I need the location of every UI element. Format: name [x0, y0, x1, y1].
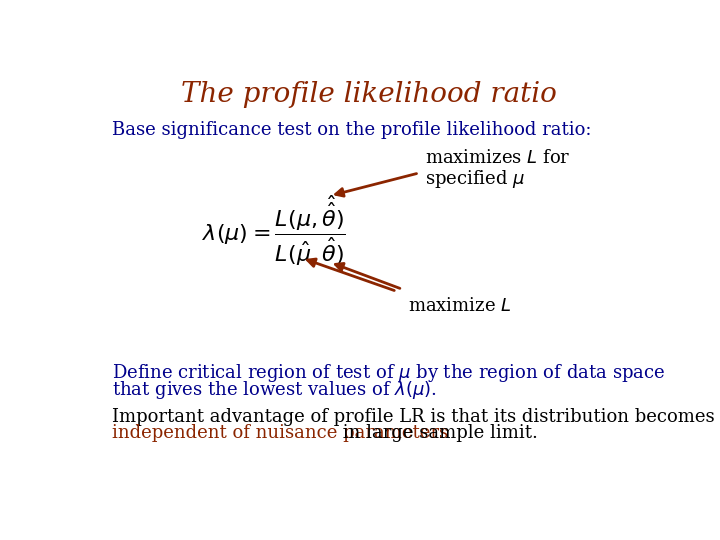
Text: independent of nuisance parameters: independent of nuisance parameters	[112, 424, 449, 442]
Text: Important advantage of profile LR is that its distribution becomes: Important advantage of profile LR is tha…	[112, 408, 715, 426]
Text: $\lambda(\mu) = \dfrac{L(\mu,\hat{\hat{\theta}})}{L(\hat{\mu},\hat{\theta})}$: $\lambda(\mu) = \dfrac{L(\mu,\hat{\hat{\…	[202, 194, 346, 268]
Text: specified $\mu$: specified $\mu$	[425, 168, 525, 190]
Text: that gives the lowest values of $\lambda(\mu)$.: that gives the lowest values of $\lambda…	[112, 379, 437, 401]
Text: maximizes $L$ for: maximizes $L$ for	[425, 150, 570, 167]
Text: The profile likelihood ratio: The profile likelihood ratio	[181, 82, 557, 109]
Text: in large sample limit.: in large sample limit.	[337, 424, 538, 442]
Text: Define critical region of test of $\mu$ by the region of data space: Define critical region of test of $\mu$ …	[112, 362, 666, 384]
Text: Base significance test on the profile likelihood ratio:: Base significance test on the profile li…	[112, 121, 592, 139]
Text: maximize $L$: maximize $L$	[408, 297, 511, 315]
